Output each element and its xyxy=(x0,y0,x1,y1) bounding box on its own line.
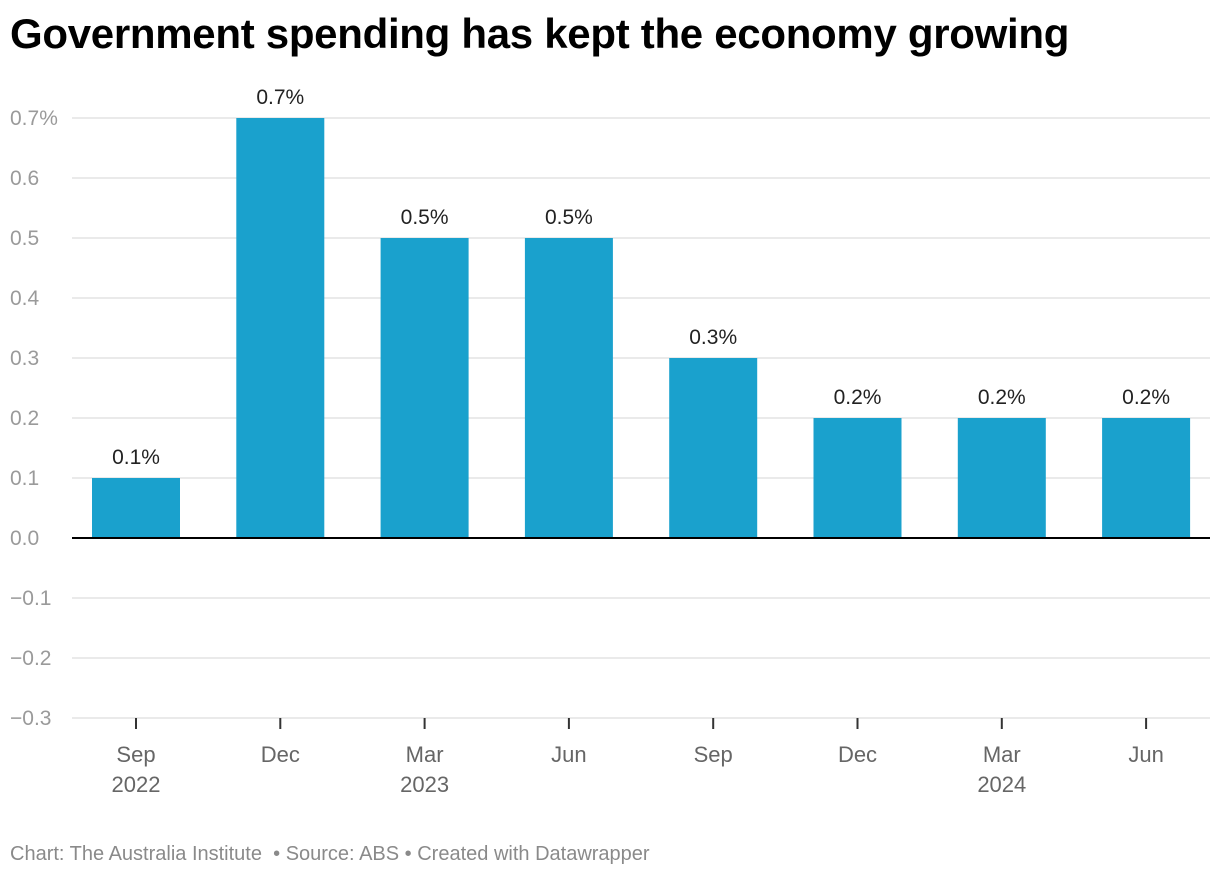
bar-value-label: 0.5% xyxy=(401,206,449,229)
x-tick-label: Dec xyxy=(838,742,877,767)
bar-value-label: 0.2% xyxy=(1122,386,1170,409)
y-tick-label: 0.3 xyxy=(10,347,39,370)
footer-separator: • xyxy=(273,843,281,865)
bar xyxy=(236,118,325,538)
footer-separator: • xyxy=(404,843,412,865)
bar xyxy=(92,478,180,538)
y-tick-label: 0.2 xyxy=(10,407,39,430)
bar-value-label: 0.7% xyxy=(256,86,304,109)
x-tick-label: 2022 xyxy=(112,772,161,797)
bar-value-label: 0.3% xyxy=(689,326,737,349)
bar xyxy=(380,238,469,538)
chart-footer: Chart: The Australia Institute • Source:… xyxy=(10,843,650,866)
y-tick-label: 0.5 xyxy=(10,227,39,250)
bar xyxy=(1102,418,1191,538)
footer-source: Source: ABS xyxy=(285,843,400,865)
x-tick-label: Sep xyxy=(694,742,733,767)
y-tick-label: 0.6 xyxy=(10,167,39,190)
x-tick-label: Sep xyxy=(116,742,155,767)
bar-value-label: 0.2% xyxy=(978,386,1026,409)
bar-value-label: 0.1% xyxy=(112,446,160,469)
x-tick-label: Mar xyxy=(983,742,1021,767)
bar-value-label: 0.5% xyxy=(545,206,593,229)
x-tick-label: 2024 xyxy=(977,772,1026,797)
x-axis: Sep 2022 Dec Mar 2023 Jun Sep Dec Mar 2024 Jun xyxy=(112,718,1164,797)
bar-value-labels: 0.1% 0.7% 0.5% 0.5% 0.3% 0.2% 0.2% 0.2% xyxy=(112,86,1170,469)
y-tick-label: −0.1 xyxy=(10,587,51,610)
bars xyxy=(92,118,1191,538)
x-tick-label: Jun xyxy=(551,742,586,767)
chart-title: Government spending has kept the economy… xyxy=(10,10,1070,57)
x-tick-label: Mar xyxy=(406,742,444,767)
x-tick-label: Dec xyxy=(261,742,300,767)
bar xyxy=(524,238,613,538)
bar xyxy=(669,358,758,538)
bar xyxy=(813,418,902,538)
footer-created: Created with Datawrapper xyxy=(417,843,650,865)
bar xyxy=(957,418,1046,538)
y-tick-label: 0.4 xyxy=(10,287,40,310)
y-tick-label: 0.1 xyxy=(10,467,39,490)
y-tick-label: 0.7% xyxy=(10,107,58,130)
x-tick-label: Jun xyxy=(1128,742,1163,767)
y-tick-label: −0.3 xyxy=(10,707,51,730)
x-tick-label: 2023 xyxy=(400,772,449,797)
y-axis-tick-labels: 0.7% 0.6 0.5 0.4 0.3 0.2 0.1 0.0 −0.1 −0.2 −0.3 xyxy=(10,107,58,730)
bar-value-label: 0.2% xyxy=(834,386,882,409)
y-tick-label: 0.0 xyxy=(10,527,39,550)
footer-credit: Chart: The Australia Institute xyxy=(10,843,262,865)
y-tick-label: −0.2 xyxy=(10,647,51,670)
